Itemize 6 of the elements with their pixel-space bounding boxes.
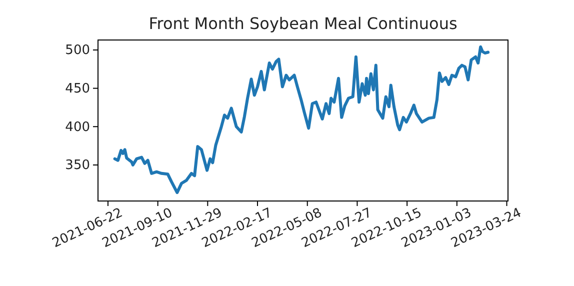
chart-title: Front Month Soybean Meal Continuous	[148, 14, 458, 33]
y-tick-label: 400	[65, 120, 90, 135]
y-tick-label: 450	[65, 81, 90, 96]
y-tick-label: 500	[65, 43, 90, 58]
line-series	[113, 45, 490, 194]
y-tick-label: 350	[65, 158, 90, 174]
